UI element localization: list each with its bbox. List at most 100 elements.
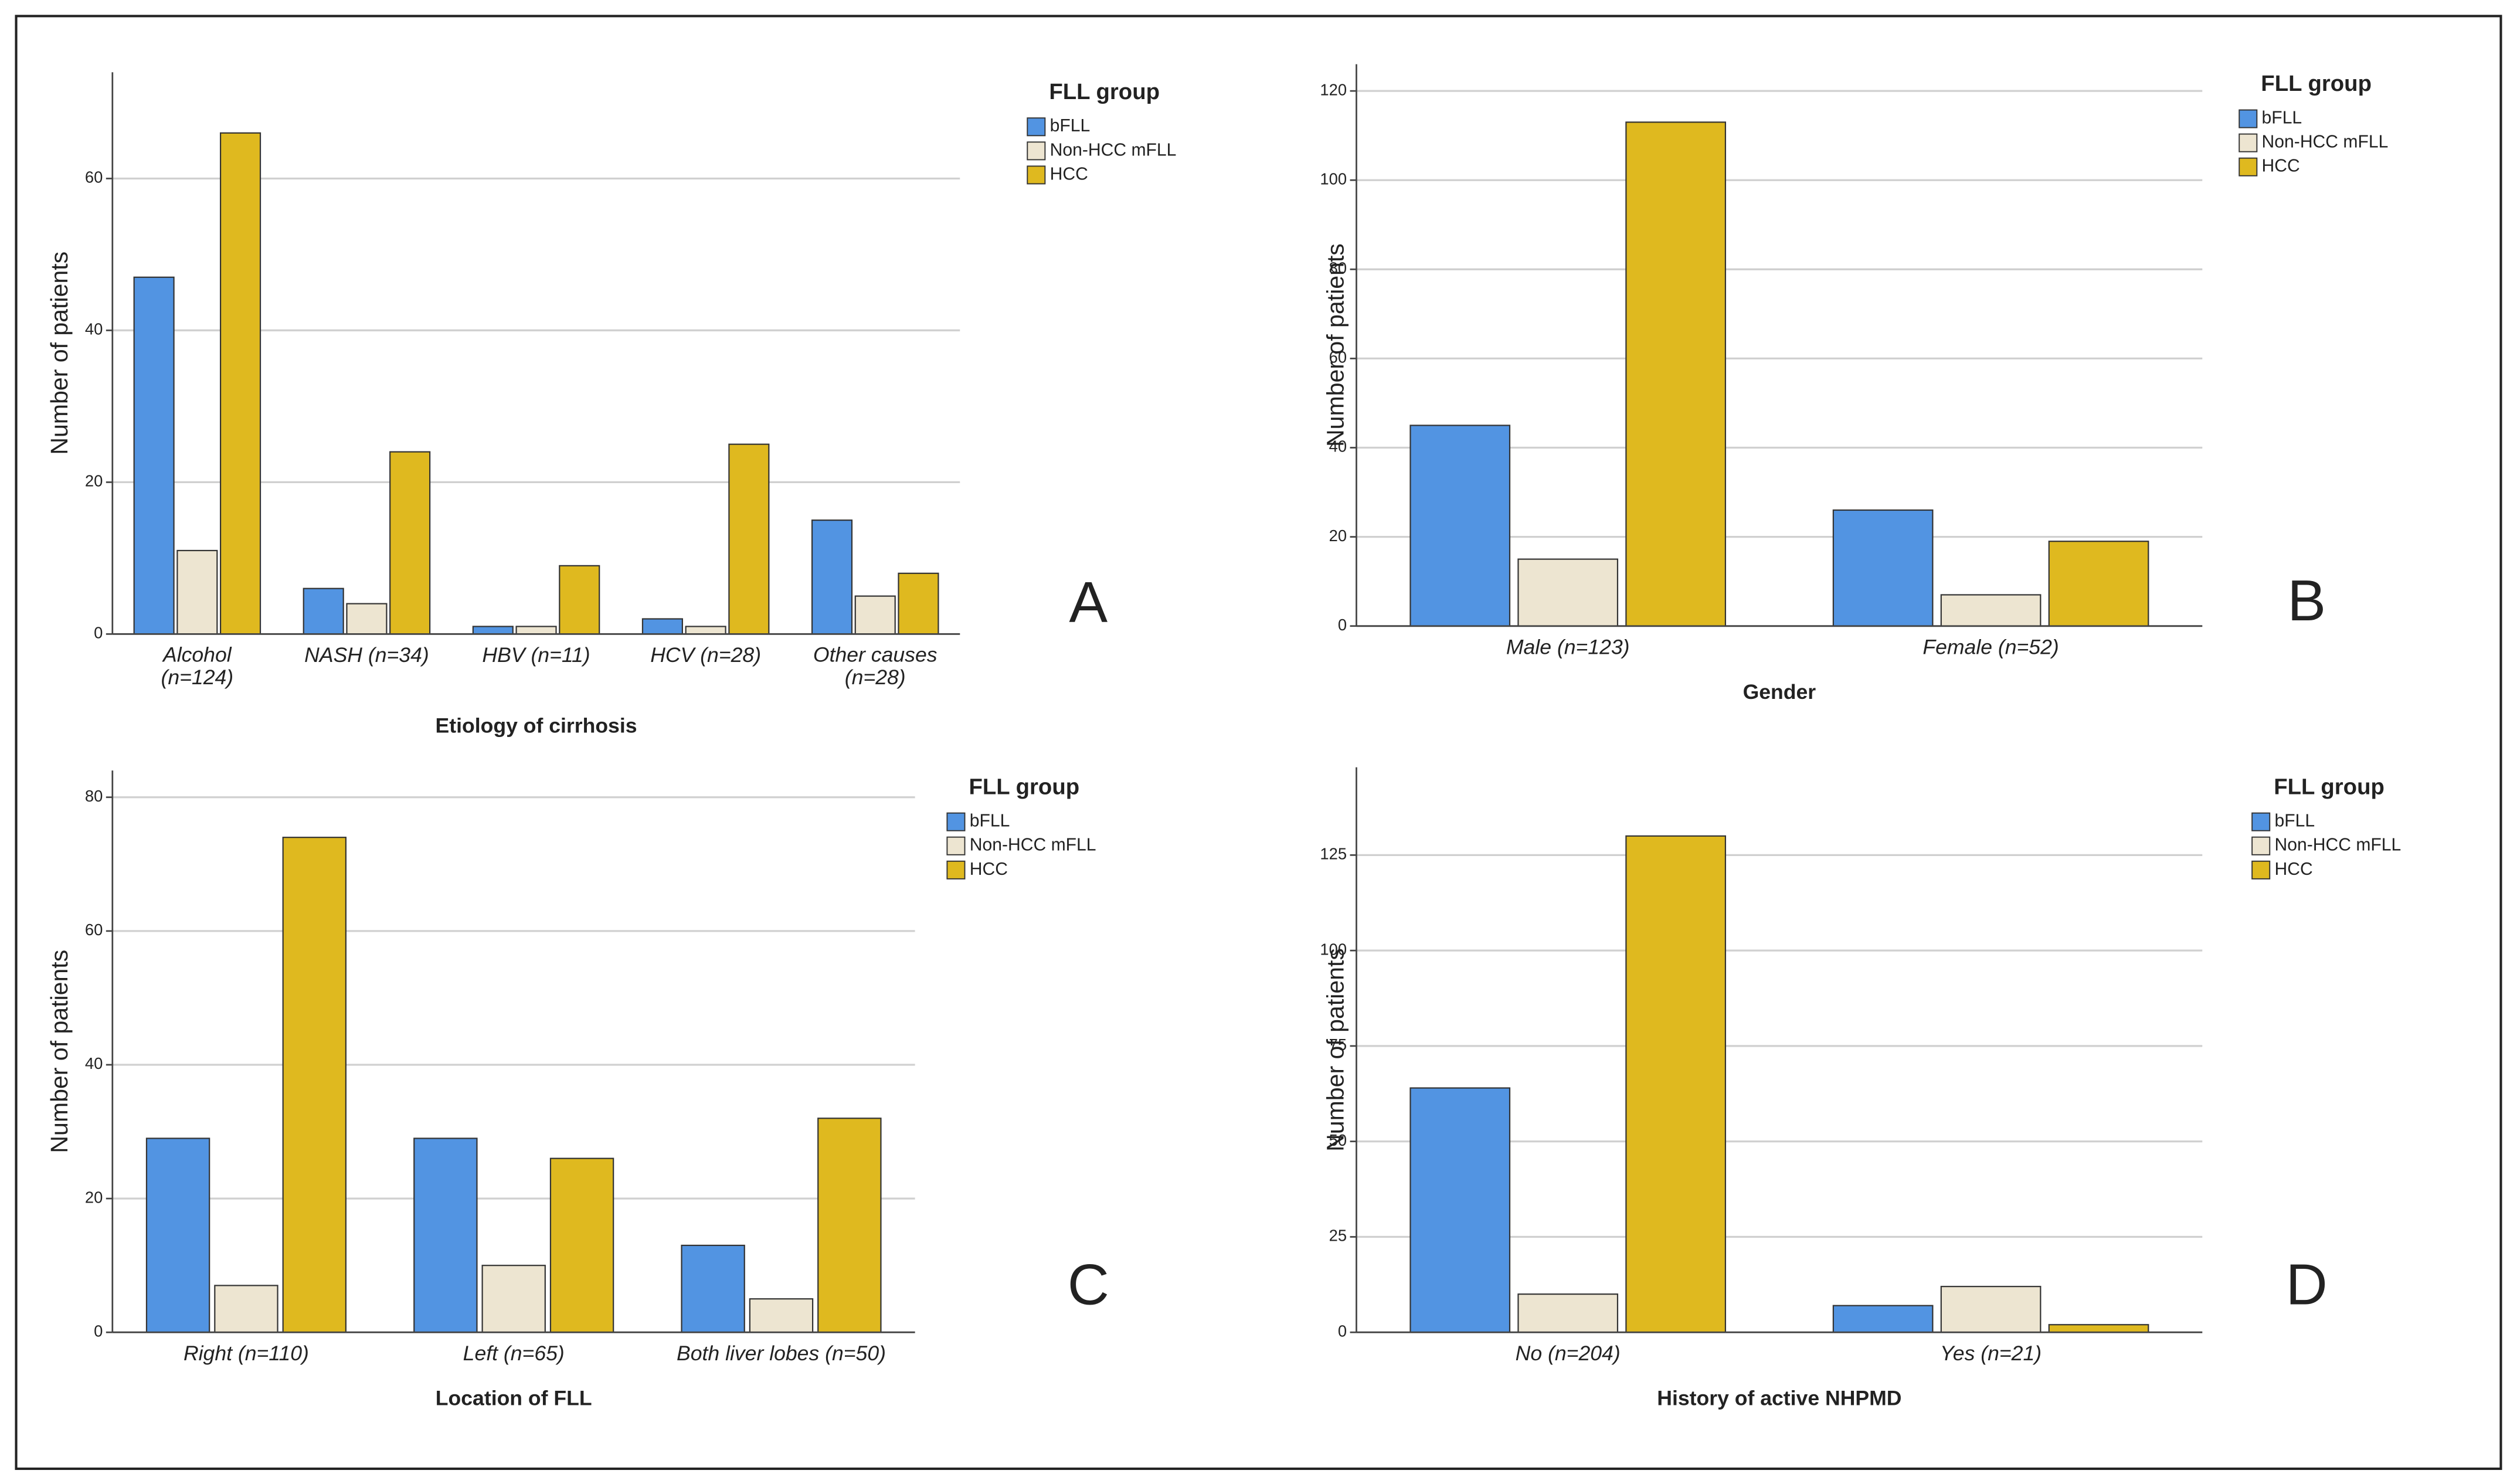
bar	[1517, 558, 1619, 627]
y-tick-label: 0	[94, 624, 103, 642]
bar	[133, 276, 175, 635]
x-axis-title: History of active NHPMD	[1657, 1387, 1901, 1410]
bar	[898, 572, 939, 635]
x-tick-label: HCV (n=28)	[650, 643, 761, 667]
bar	[559, 565, 600, 635]
y-tick-label: 0	[94, 1322, 103, 1340]
legend-swatch	[2251, 860, 2271, 879]
y-axis-title: Number of patients	[46, 950, 73, 1153]
bar	[1625, 835, 1727, 1333]
legend-swatch	[2239, 133, 2258, 152]
bar	[854, 595, 896, 635]
bar	[413, 1137, 478, 1333]
x-tick-label: Alcohol (n=124)	[161, 643, 234, 689]
y-tick-label: 125	[1320, 845, 1347, 863]
x-tick-label: Female (n=52)	[1922, 635, 2059, 658]
y-tick-label: 60	[85, 921, 103, 939]
x-axis-title: Etiology of cirrhosis	[436, 714, 637, 738]
x-tick-label: Other causes (n=28)	[813, 643, 937, 689]
legend-swatch	[946, 860, 966, 879]
x-axis-title: Gender	[1743, 680, 1816, 704]
legend-label: HCC	[2262, 157, 2300, 176]
panel-label: B	[2287, 568, 2326, 633]
y-tick-label: 80	[1329, 259, 1347, 277]
legend-label: bFLL	[970, 811, 1010, 831]
legend-title: FLL group	[2274, 774, 2384, 799]
frame	[15, 15, 2502, 1471]
legend-title: FLL group	[1049, 79, 1160, 104]
bar	[303, 588, 344, 635]
x-tick-label: Left (n=65)	[463, 1342, 565, 1365]
bar	[817, 1118, 882, 1333]
bar	[1517, 1293, 1619, 1333]
bar	[1832, 1305, 1934, 1333]
y-tick-label: 20	[85, 1188, 103, 1206]
bar	[346, 603, 388, 635]
bar	[472, 626, 514, 635]
bar	[1940, 1286, 2042, 1333]
legend-title: FLL group	[2261, 71, 2372, 96]
y-tick-label: 0	[1338, 1322, 1347, 1340]
y-tick-label: 75	[1329, 1035, 1347, 1054]
legend-swatch	[946, 836, 966, 855]
bar	[1409, 1087, 1511, 1333]
y-axis-title: Number of patients	[46, 252, 73, 455]
bar	[728, 443, 770, 635]
bar	[214, 1285, 278, 1333]
x-tick-label: No (n=204)	[1516, 1342, 1621, 1365]
y-tick-label: 120	[1320, 80, 1347, 99]
y-tick-label: 0	[1338, 616, 1347, 634]
legend-label: bFLL	[1050, 116, 1091, 135]
y-tick-label: 100	[1320, 169, 1347, 188]
bar	[1940, 594, 2042, 627]
y-tick-label: 25	[1329, 1227, 1347, 1245]
x-tick-label: Right (n=110)	[184, 1342, 309, 1365]
legend-label: HCC	[2274, 860, 2312, 879]
bar	[1409, 425, 1511, 627]
y-tick-label: 80	[85, 787, 103, 805]
x-tick-label: Yes (n=21)	[1940, 1342, 2042, 1365]
legend-label: HCC	[970, 860, 1008, 879]
bar	[641, 618, 683, 635]
bar	[811, 519, 853, 635]
y-tick-label: 20	[1329, 527, 1347, 545]
legend-swatch	[1027, 117, 1046, 137]
bar	[389, 451, 431, 635]
bar	[176, 549, 218, 635]
bar	[2048, 1324, 2149, 1333]
legend-title: FLL group	[969, 774, 1079, 799]
y-tick-label: 100	[1320, 940, 1347, 958]
legend-label: bFLL	[2274, 811, 2315, 831]
legend-label: HCC	[1050, 164, 1088, 184]
bar	[145, 1137, 210, 1333]
legend-label: Non-HCC mFLL	[1050, 140, 1177, 159]
y-tick-label: 60	[85, 168, 103, 186]
bar	[219, 132, 261, 635]
panel-label: D	[2286, 1252, 2328, 1316]
y-axis-title: Number of patients	[1322, 243, 1348, 447]
bar	[1625, 121, 1727, 627]
y-tick-label: 20	[85, 472, 103, 490]
legend-label: bFLL	[2262, 108, 2302, 128]
x-tick-label: NASH (n=34)	[304, 643, 429, 667]
bar	[1832, 509, 1934, 627]
legend-swatch	[2251, 812, 2271, 831]
y-tick-label: 40	[1329, 437, 1347, 456]
legend-swatch	[2251, 836, 2271, 855]
bar	[282, 837, 347, 1333]
legend-swatch	[2239, 157, 2258, 176]
panel-label: C	[1068, 1252, 1109, 1316]
y-tick-label: 40	[85, 1054, 103, 1072]
x-tick-label: Both liver lobes (n=50)	[677, 1342, 886, 1365]
bar	[2048, 541, 2149, 627]
bar	[685, 626, 726, 635]
x-tick-label: Male (n=123)	[1506, 635, 1630, 658]
y-tick-label: 60	[1329, 348, 1347, 366]
legend-label: Non-HCC mFLL	[2262, 133, 2389, 152]
y-tick-label: 50	[1329, 1131, 1347, 1149]
legend-swatch	[2239, 109, 2258, 128]
legend-label: Non-HCC mFLL	[2274, 836, 2401, 855]
x-tick-label: HBV (n=11)	[482, 643, 590, 667]
legend-swatch	[946, 812, 966, 831]
